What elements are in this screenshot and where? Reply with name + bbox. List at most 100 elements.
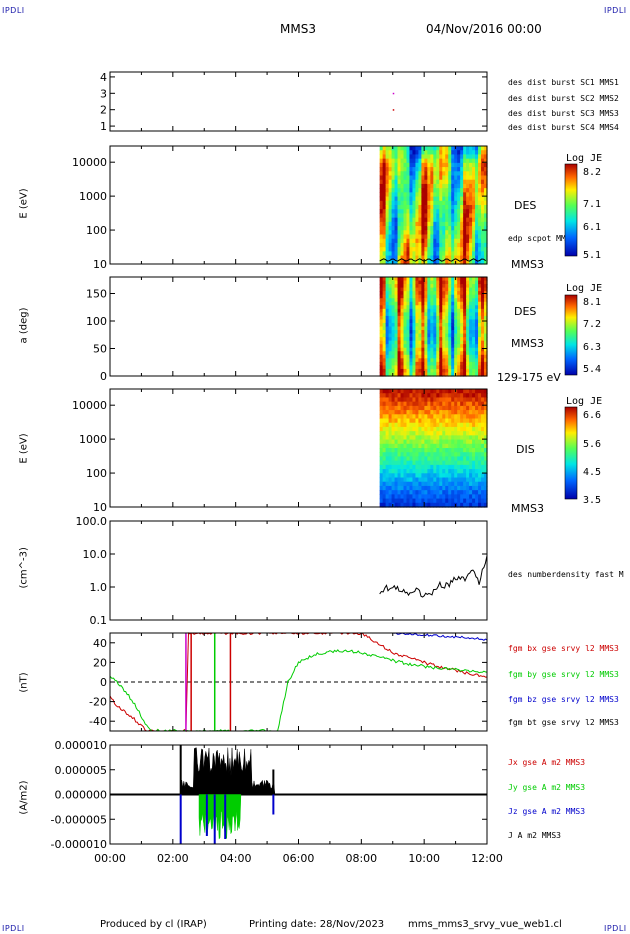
spectrogram-cell bbox=[424, 469, 428, 474]
spectrogram-cell bbox=[457, 481, 461, 487]
spectrogram-cell bbox=[382, 213, 387, 219]
spectrogram-cell bbox=[385, 333, 390, 338]
ytick-label: 100 bbox=[86, 315, 107, 328]
spectrogram-cell bbox=[472, 473, 476, 479]
spectrogram-cell bbox=[481, 405, 485, 411]
spectrogram-cell bbox=[400, 315, 405, 321]
spectrogram-cell bbox=[397, 213, 402, 219]
spectrogram-cell bbox=[442, 365, 446, 370]
spectrogram-cell bbox=[427, 287, 431, 292]
spectrogram-cell bbox=[436, 365, 440, 370]
spectrogram-cell bbox=[409, 418, 414, 424]
spectrogram-cell bbox=[448, 340, 452, 345]
spectrogram-cell bbox=[481, 498, 485, 504]
ytick-label: 0.000010 bbox=[55, 739, 108, 752]
spectrogram-cell bbox=[439, 175, 443, 181]
spectrogram-cell bbox=[403, 435, 408, 441]
spectrogram-cell bbox=[460, 344, 464, 349]
spectrogram-cell bbox=[436, 452, 440, 458]
spectrogram-cell bbox=[400, 192, 405, 198]
spectrogram-cell bbox=[463, 464, 467, 470]
spectrogram-cell bbox=[391, 301, 396, 306]
spectrogram-cell bbox=[418, 498, 423, 504]
spectrogram-cell bbox=[406, 330, 411, 335]
spectrogram-cell bbox=[442, 393, 446, 399]
spectrogram-cell bbox=[400, 179, 405, 185]
spectrogram-cell bbox=[394, 230, 399, 236]
spectrogram-cell bbox=[472, 291, 476, 296]
spectrogram-cell bbox=[475, 238, 479, 244]
spectrogram-cell bbox=[415, 277, 420, 282]
spectrogram-cell bbox=[454, 485, 458, 491]
spectrogram-cell bbox=[469, 305, 473, 310]
spectrogram-cell bbox=[454, 460, 458, 466]
spectrogram-cell bbox=[406, 150, 411, 156]
spectrogram-cell bbox=[469, 175, 473, 181]
legend-j: J A m2 MMS3 bbox=[508, 831, 561, 840]
spectrogram-cell bbox=[424, 452, 428, 458]
spectrogram-cell bbox=[457, 183, 461, 189]
spectrogram-cell bbox=[454, 464, 458, 470]
spectrogram-cell bbox=[406, 291, 411, 296]
spectrogram-cell bbox=[409, 183, 414, 189]
spectrogram-cell bbox=[403, 322, 408, 328]
spectrogram-cell bbox=[430, 301, 434, 306]
spectrogram-cell bbox=[397, 175, 402, 181]
spectrogram-cell bbox=[412, 401, 417, 407]
spectrogram-cell bbox=[397, 443, 402, 449]
spectrogram-cell bbox=[469, 242, 473, 248]
spectrogram-cell bbox=[436, 351, 440, 356]
spectrogram-cell bbox=[382, 347, 387, 352]
spectrogram-cell bbox=[454, 452, 458, 458]
spectrogram-cell bbox=[424, 179, 428, 185]
spectrogram-cell bbox=[421, 242, 425, 248]
spectrogram-cell bbox=[415, 171, 420, 177]
spectrogram-cell bbox=[433, 351, 437, 356]
spectrogram-cell bbox=[481, 192, 485, 198]
spectrogram-cell bbox=[409, 452, 414, 458]
spectrogram-cell bbox=[412, 393, 417, 399]
spectrogram-cell bbox=[454, 247, 458, 252]
spectrogram-cell bbox=[382, 477, 387, 483]
spectrogram-cell bbox=[475, 431, 479, 436]
spectrogram-cell bbox=[472, 354, 476, 359]
spectrogram-cell bbox=[382, 188, 387, 193]
spectrogram-cell bbox=[451, 322, 455, 328]
spectrogram-cell bbox=[475, 259, 479, 265]
spectrogram-cell bbox=[415, 344, 420, 349]
spectrogram-cell bbox=[391, 188, 396, 193]
spectrogram-cell bbox=[418, 150, 423, 156]
spectrogram-cell bbox=[388, 490, 393, 495]
spectrogram-cell bbox=[409, 326, 414, 331]
ipdli-mark-bottom-right: IPDLI bbox=[604, 924, 627, 933]
spectrogram-cell bbox=[421, 230, 425, 236]
spectrogram-cell bbox=[472, 448, 476, 453]
spectrogram-cell bbox=[394, 372, 399, 377]
spectrogram-cell bbox=[391, 308, 396, 313]
spectrogram-cell bbox=[385, 196, 390, 202]
spectrogram-cell bbox=[406, 247, 411, 252]
spectrogram-cell bbox=[391, 284, 396, 289]
spectrogram-cell bbox=[406, 490, 411, 495]
spectrogram-cell bbox=[439, 393, 443, 399]
spectrogram-cell bbox=[472, 340, 476, 345]
spectrogram-cell bbox=[382, 330, 387, 335]
spectrogram-cell bbox=[394, 287, 399, 292]
spectrogram-cell bbox=[484, 196, 488, 202]
spectrogram-cell bbox=[385, 242, 390, 248]
spectrogram-cell bbox=[472, 196, 476, 202]
spectrogram-cell bbox=[382, 448, 387, 453]
spectrogram-cell bbox=[481, 494, 485, 500]
spectrogram-cell bbox=[394, 330, 399, 335]
spectrogram-cell bbox=[412, 213, 417, 219]
spectrogram-cell bbox=[463, 490, 467, 495]
spectrogram-cell bbox=[418, 414, 423, 420]
spectrogram-cell bbox=[418, 192, 423, 198]
spectrogram-cell bbox=[412, 158, 417, 164]
spectrogram-cell bbox=[421, 298, 425, 303]
spectrogram-cell bbox=[397, 247, 402, 252]
spectrogram-cell bbox=[439, 490, 443, 495]
spectrogram-cell bbox=[418, 397, 423, 403]
spectrogram-cell bbox=[415, 431, 420, 436]
spectrogram-cell bbox=[394, 351, 399, 356]
